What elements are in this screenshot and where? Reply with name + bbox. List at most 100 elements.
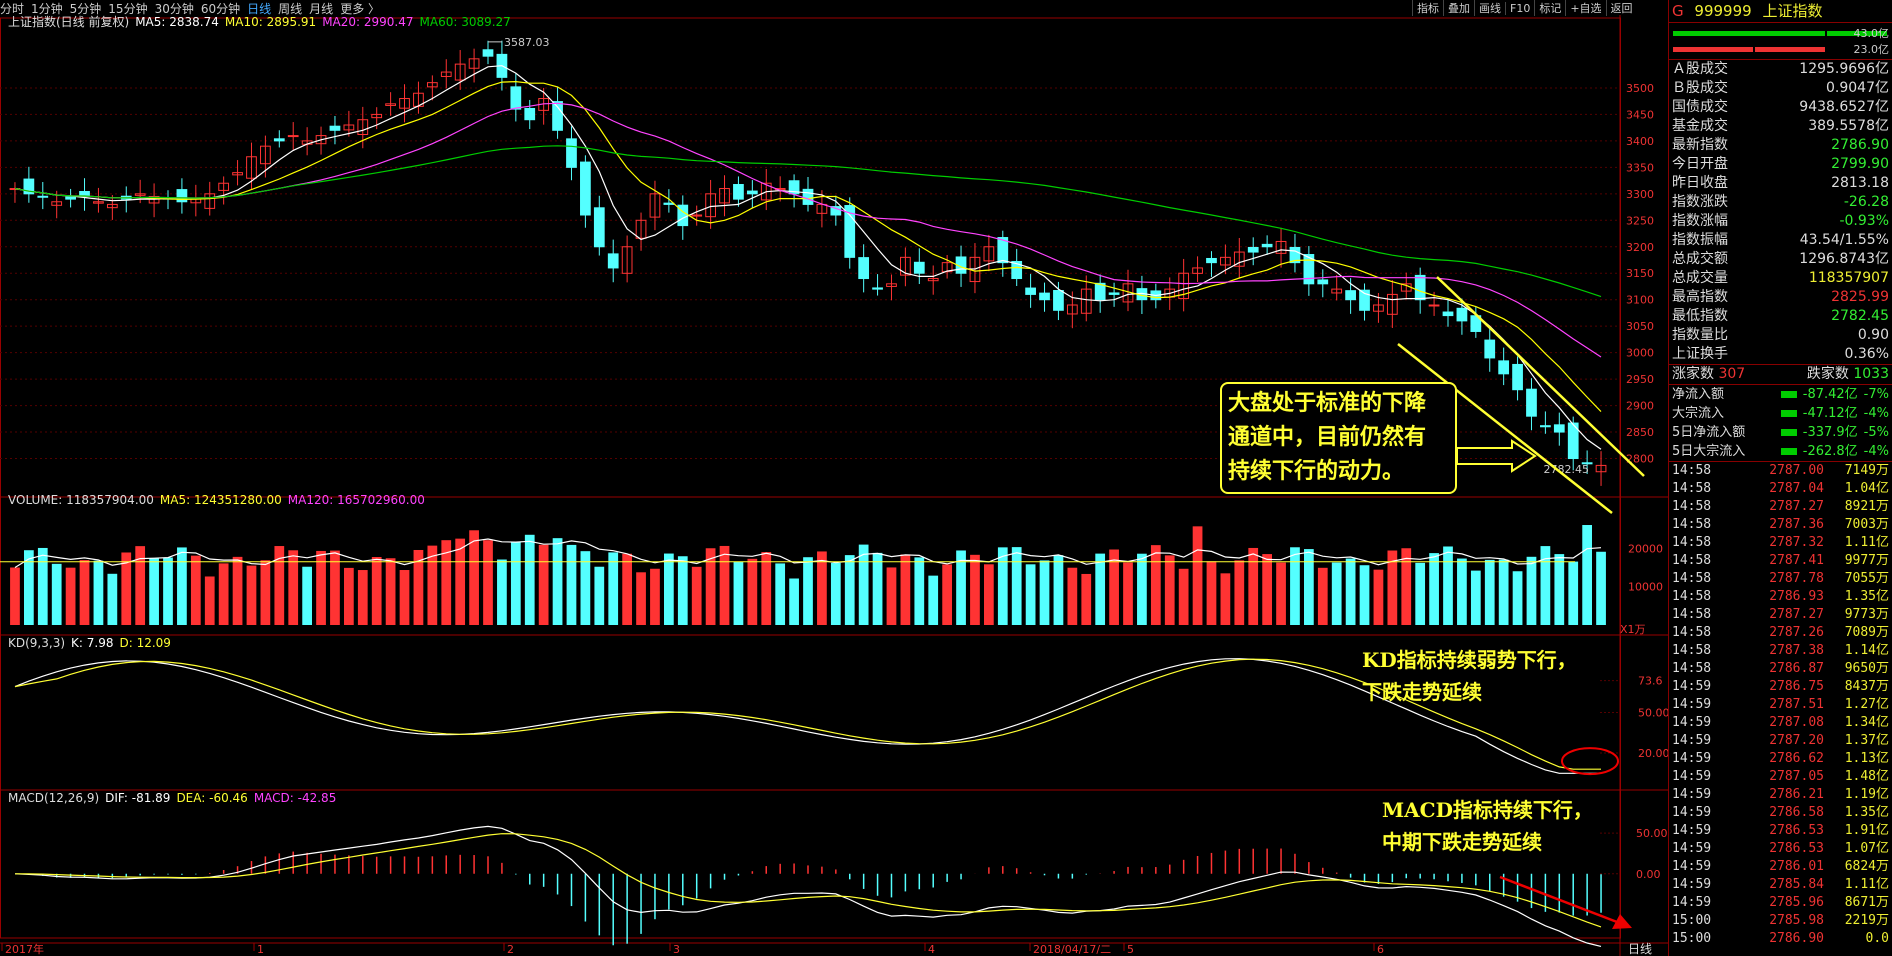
candle-body — [635, 219, 647, 239]
candle-body — [204, 193, 216, 209]
volume-bar — [1192, 526, 1203, 625]
volume-bar — [1081, 573, 1092, 625]
tool-button[interactable]: 画线 — [1474, 0, 1505, 16]
candle-body — [134, 193, 146, 196]
volume-bar — [1025, 564, 1036, 625]
volume-bar — [1387, 550, 1398, 625]
tick-time: 14:59 — [1672, 751, 1712, 766]
candle-body — [1303, 254, 1315, 285]
down-count: 1033 — [1853, 366, 1889, 382]
low-label: 2782.45 — [1544, 463, 1590, 476]
macd-title: MACD(12,26,9) DIF: -81.89 DEA: -60.46 MACD:… — [8, 791, 336, 805]
channel-annotation-line: 大盘处于标准的下降 — [1228, 390, 1427, 416]
tool-button[interactable]: +自选 — [1565, 0, 1605, 16]
candle-body — [468, 58, 480, 69]
period-tab[interactable]: 分时 — [0, 2, 25, 16]
tick-time: 14:59 — [1672, 823, 1712, 838]
tool-button[interactable]: 标记 — [1534, 0, 1565, 16]
tool-button[interactable]: 叠加 — [1443, 0, 1474, 16]
flow-bar — [1780, 391, 1797, 398]
period-tab[interactable]: 60分钟 — [200, 2, 241, 16]
volume-bar — [928, 575, 939, 625]
macd-title-part: DIF: -81.89 — [105, 791, 170, 805]
volume-bar — [747, 558, 758, 625]
quote-row: 指数量比 0.90 — [1669, 326, 1892, 345]
tick-time: 14:58 — [1672, 589, 1712, 604]
candle-body — [232, 172, 243, 176]
volume-bar — [330, 550, 340, 625]
macd-annotation-line: 中期下跌走势延续 — [1382, 830, 1542, 854]
tool-button[interactable]: 返回 — [1605, 0, 1637, 16]
period-tab[interactable]: 5分钟 — [69, 2, 102, 16]
tick-volume: 9977万 — [1844, 553, 1889, 568]
volume-title-part: MA120: 165702960.00 — [288, 493, 425, 507]
price-tick-label: 3450 — [1626, 108, 1654, 121]
volume-bar — [886, 567, 897, 625]
tick-time: 14:58 — [1672, 553, 1712, 568]
candle-body — [1345, 290, 1356, 301]
period-tab[interactable]: 1分钟 — [31, 2, 63, 16]
ma10-line — [14, 80, 1602, 413]
volume-bar — [538, 544, 549, 625]
price-title-part: MA20: 2990.47 — [322, 15, 413, 29]
period-tab[interactable]: 更多 〉 — [340, 2, 381, 16]
candle-body — [663, 202, 675, 205]
candles — [9, 40, 1607, 486]
volume-bar — [970, 554, 980, 625]
candle-body — [705, 193, 716, 218]
quote-value: 2786.90 — [1831, 137, 1889, 153]
kd-title-part: D: 12.09 — [119, 636, 170, 650]
tool-button[interactable]: 指标 — [1412, 0, 1443, 16]
period-tab[interactable]: 15分钟 — [108, 2, 148, 16]
tick-price: 2785.98 — [1769, 913, 1824, 928]
volume-unit-label: X1万 — [1620, 623, 1646, 636]
tick-price: 2787.41 — [1769, 553, 1824, 568]
tick-time: 14:58 — [1672, 571, 1712, 586]
tick-price: 2787.08 — [1769, 715, 1824, 730]
period-tab[interactable]: 30分钟 — [154, 2, 194, 16]
tool-button[interactable]: F10 — [1505, 2, 1534, 15]
volume-bar — [260, 560, 271, 625]
volume-bar — [830, 562, 841, 625]
flow-row: 5日大宗流入 -262.8亿 -4% — [1669, 442, 1892, 461]
volume-bar — [1234, 560, 1245, 625]
flow-pct: -5% — [1863, 425, 1889, 440]
k-line — [14, 658, 1601, 774]
period-tab[interactable]: 月线 — [309, 2, 334, 16]
volume-bar — [1137, 553, 1147, 625]
volume-bar — [872, 552, 883, 625]
volume-tick-label: 20000 — [1628, 542, 1663, 555]
flow-pct: -7% — [1863, 387, 1889, 402]
candle-body — [788, 180, 800, 195]
tick-price: 2785.96 — [1769, 895, 1824, 910]
stock-chart[interactable]: 2800285029002950300030503100315032003250… — [0, 15, 1668, 956]
volume-bar — [65, 567, 76, 625]
volume-bar — [107, 573, 118, 625]
exchange-icon: G — [1672, 2, 1684, 20]
price-title: 上证指数(日线 前复权) MA5: 2838.74 MA10: 2895.91 MA2… — [8, 15, 511, 29]
tick-price: 2787.27 — [1769, 499, 1824, 514]
candle-body — [454, 63, 466, 81]
quote-row: 昨日收盘 2813.18 — [1669, 174, 1892, 193]
price-tick-label: 3300 — [1626, 188, 1654, 201]
macd-arrow-head — [1612, 914, 1632, 929]
volume-bar — [302, 566, 312, 625]
tick-time: 14:59 — [1672, 679, 1712, 694]
volume-bar — [204, 576, 215, 625]
candle-body — [1178, 272, 1190, 300]
quote-value: -26.28 — [1843, 194, 1889, 210]
flow-pct: -4% — [1863, 444, 1889, 459]
tick-list[interactable]: 14:58 2787.00 7149万 14:58 2787.04 1.04亿 14:58 2… — [1669, 461, 1892, 948]
period-tab[interactable]: 周线 — [278, 2, 303, 16]
tick-row: 14:58 2787.27 8921万 — [1669, 498, 1892, 516]
tick-price: 2787.51 — [1769, 697, 1824, 712]
period-tab[interactable]: 日线 — [247, 2, 272, 16]
candle-body — [1261, 243, 1273, 248]
tick-volume: 1.11亿 — [1844, 877, 1889, 892]
period-label: 日线 — [1628, 942, 1652, 956]
quote-row: 今日开盘 2799.90 — [1669, 155, 1892, 174]
quote-value: 0.36% — [1844, 346, 1889, 362]
tick-volume: 7055万 — [1844, 571, 1889, 586]
tick-row: 14:58 2787.38 1.14亿 — [1669, 642, 1892, 660]
candle-body — [1025, 287, 1036, 295]
